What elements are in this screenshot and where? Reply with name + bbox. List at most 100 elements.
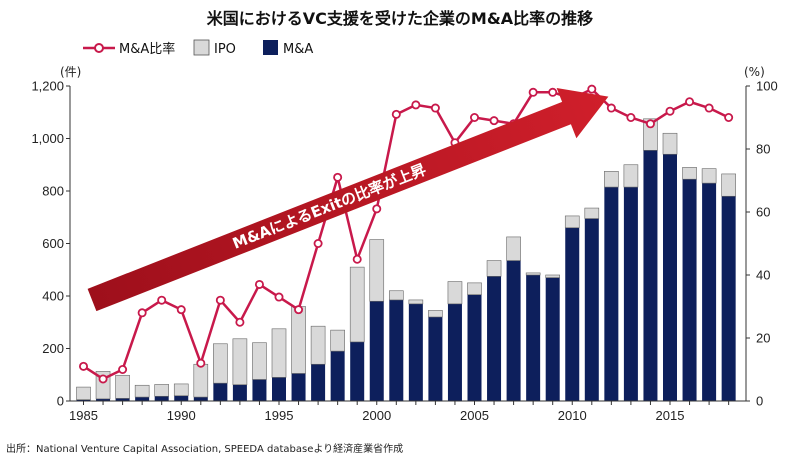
ratio-point xyxy=(489,116,499,126)
ratio-point xyxy=(548,87,558,97)
bar-ma xyxy=(408,303,423,401)
ratio-point xyxy=(528,87,538,97)
bar-ma xyxy=(369,301,384,401)
bar-ipo xyxy=(643,118,658,151)
ratio-point xyxy=(724,113,734,123)
bar-ipo xyxy=(428,310,443,318)
right-axis-ticks: 0 20 40 60 80 100 xyxy=(746,79,778,409)
bar-ipo xyxy=(623,164,639,188)
ratio-point xyxy=(704,103,714,113)
ratio-point xyxy=(313,238,323,248)
ratio-point xyxy=(665,106,675,116)
bar-ma xyxy=(623,187,638,401)
bar-ipo xyxy=(76,386,91,400)
ratio-point xyxy=(391,109,401,119)
bar-ipo xyxy=(349,266,365,343)
left-tick-label: 1,200 xyxy=(31,79,64,94)
left-tick-label: 800 xyxy=(42,184,64,199)
right-tick-label: 100 xyxy=(756,79,778,94)
bar-ipo xyxy=(584,207,600,219)
left-tick-label: 400 xyxy=(42,289,64,304)
ratio-point xyxy=(645,119,655,129)
bar-ipo xyxy=(564,215,580,229)
bar-ipo xyxy=(682,167,697,180)
source-note: 出所：National Venture Capital Association,… xyxy=(6,442,403,455)
chart-title: 米国におけるVC支援を受けた企業のM&A比率の推移 xyxy=(207,9,593,28)
bar-ipo xyxy=(604,171,619,188)
bar-ipo xyxy=(232,338,248,386)
bar-ma xyxy=(213,383,228,401)
ratio-point xyxy=(98,374,108,384)
bar-ipo xyxy=(252,342,267,380)
ratio-point xyxy=(254,279,264,289)
x-tick-label: 1990 xyxy=(167,408,196,423)
bar-ma xyxy=(252,379,267,401)
ratio-point xyxy=(469,113,479,123)
x-axis-ticks: 1985 1990 1995 2000 2005 2010 2015 xyxy=(69,401,730,423)
bar-ipo xyxy=(486,260,502,277)
ratio-point xyxy=(176,305,186,315)
ratio-point xyxy=(333,172,343,182)
bar-ma xyxy=(682,179,697,401)
bar-ma xyxy=(389,299,404,401)
bar-ma xyxy=(721,196,736,401)
bar-ipo xyxy=(173,383,189,397)
legend-label-ma: M&A xyxy=(283,42,313,57)
bar-ipo xyxy=(525,272,541,276)
ratio-point xyxy=(137,308,147,318)
bar-ipo xyxy=(193,363,209,398)
bar-ma xyxy=(428,317,443,401)
trend-arrow-shape xyxy=(87,87,609,312)
bar-ma xyxy=(506,260,521,401)
left-axis-ticks: 0 200 400 600 800 1,000 1,200 xyxy=(31,79,70,409)
right-tick-label: 20 xyxy=(756,331,770,346)
bar-ma xyxy=(115,398,130,401)
bar-ma xyxy=(545,277,560,401)
bar-ma xyxy=(526,275,541,401)
bar-ipo xyxy=(310,325,326,365)
x-tick-label: 1985 xyxy=(69,408,98,423)
bar-ipo xyxy=(447,281,463,305)
legend-circle-marker xyxy=(94,43,104,53)
bar-ma xyxy=(467,294,482,401)
bar-ma xyxy=(232,384,247,401)
ratio-point xyxy=(685,97,695,107)
bar-ipo xyxy=(721,173,736,197)
ratio-point xyxy=(372,204,382,214)
bar-ma xyxy=(643,150,658,401)
bar-ma xyxy=(447,303,462,401)
legend-label-ipo: IPO xyxy=(214,42,236,57)
left-tick-label: 200 xyxy=(42,341,64,356)
ratio-point xyxy=(118,364,128,374)
bar-ipo xyxy=(115,374,130,399)
ratio-point xyxy=(235,317,245,327)
bar-ipo xyxy=(408,299,424,305)
bar-ma xyxy=(330,351,345,401)
bar-ma xyxy=(487,276,502,401)
right-tick-label: 60 xyxy=(756,205,770,220)
bar-ma xyxy=(96,398,111,401)
x-tick-label: 1995 xyxy=(265,408,294,423)
left-tick-label: 1,000 xyxy=(31,131,64,146)
right-tick-label: 80 xyxy=(756,142,770,157)
bar-ipo xyxy=(701,168,717,184)
ratio-point xyxy=(430,103,440,113)
ratio-point xyxy=(352,254,362,264)
bar-ipo xyxy=(369,239,385,302)
bar-ipo xyxy=(506,236,521,261)
right-tick-label: 0 xyxy=(756,394,763,409)
bar-ipo xyxy=(467,282,482,295)
bar-ipo xyxy=(388,290,404,301)
left-tick-label: 600 xyxy=(42,236,64,251)
ratio-point xyxy=(587,84,597,94)
bar-ma xyxy=(663,154,677,401)
bar-ipo xyxy=(213,343,228,384)
bar-ma xyxy=(291,373,306,401)
bar-ma xyxy=(272,377,286,401)
bar-ma xyxy=(174,395,189,401)
bar-ma xyxy=(135,397,150,401)
legend: M&A比率 IPO M&A xyxy=(83,39,313,57)
ratio-point xyxy=(196,358,206,368)
ratio-point xyxy=(294,305,304,315)
